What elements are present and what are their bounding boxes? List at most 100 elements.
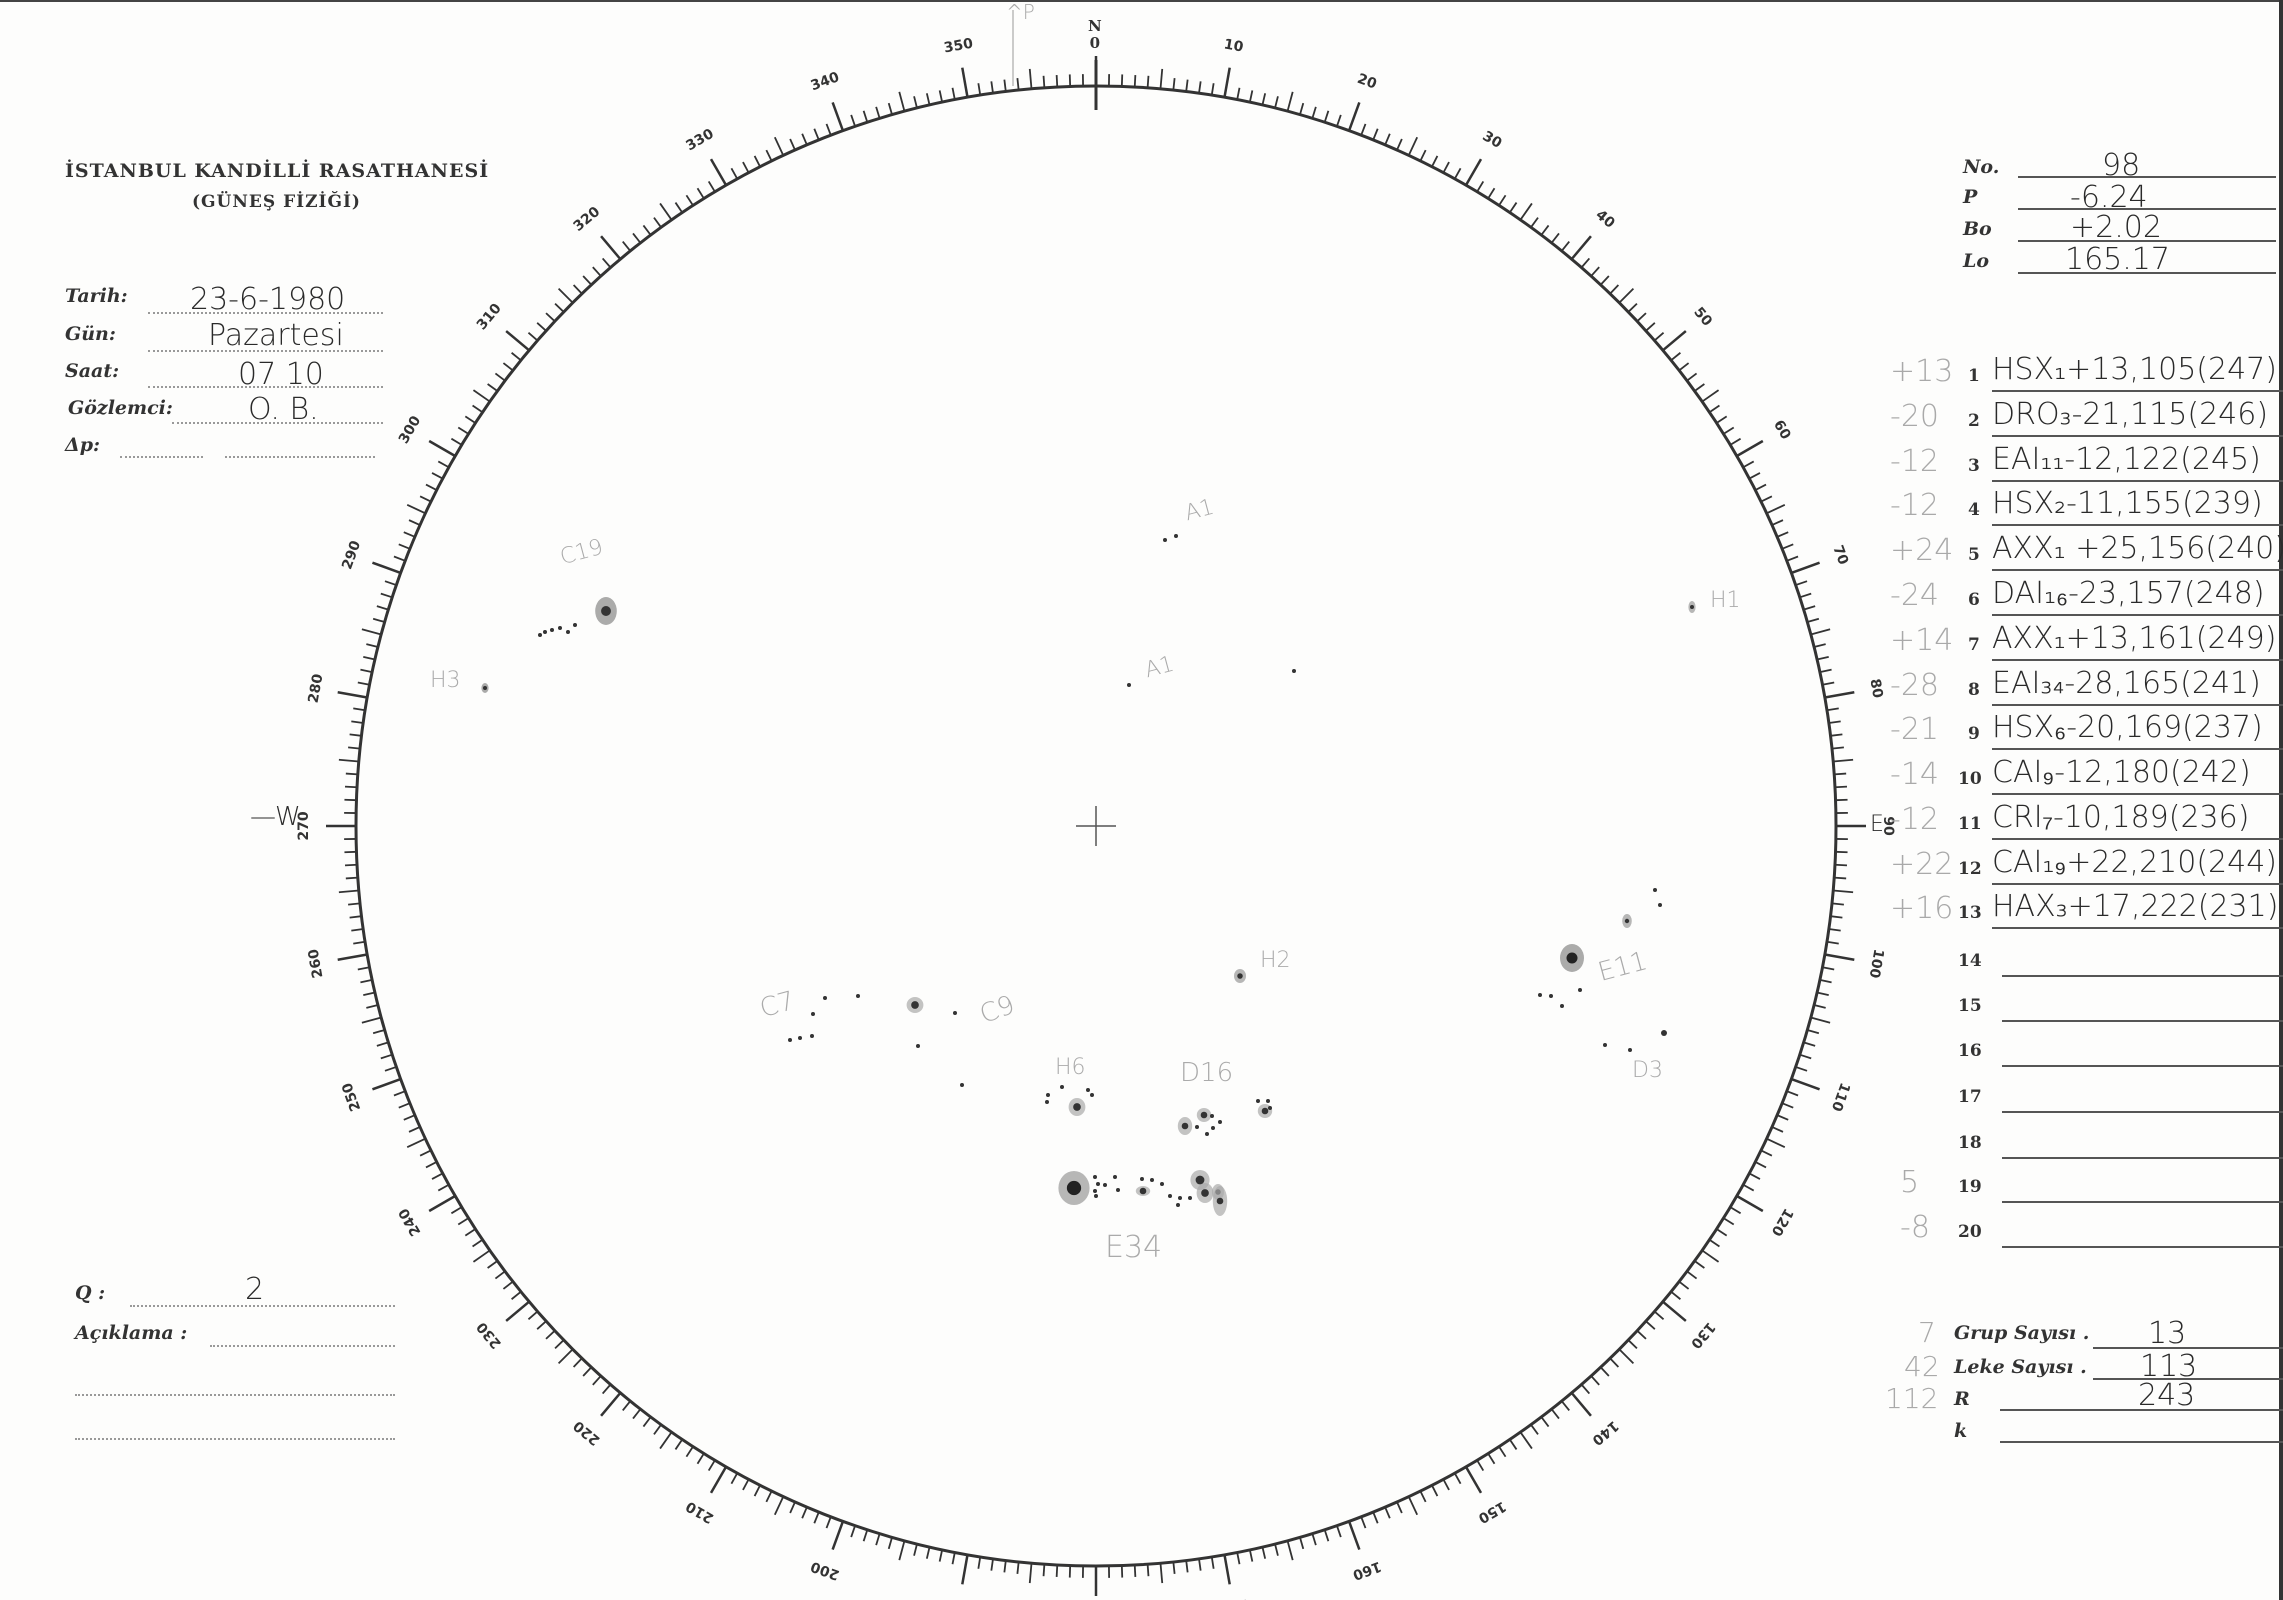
group-entry[interactable]: CAI₁₉+22,210(244) <box>1992 845 2278 880</box>
scale-tick <box>592 266 602 277</box>
r-pencil: 112 <box>1885 1382 1939 1415</box>
scale-tick <box>601 257 612 269</box>
sunspot-pore <box>1160 1182 1164 1186</box>
scale-tick-label: 70 <box>1829 543 1851 567</box>
observer-line <box>172 422 383 424</box>
scale-tick <box>1670 1290 1681 1300</box>
no-label: No. <box>1963 156 2000 178</box>
group-entry[interactable]: AXX₁ +25,156(240) <box>1992 531 2283 566</box>
scale-tick <box>938 90 944 103</box>
sunspot-umbra <box>1195 1175 1205 1185</box>
time-value[interactable]: 07 10 <box>238 357 324 392</box>
scale-tick <box>1133 74 1137 88</box>
scale-tick <box>653 1424 662 1435</box>
scale-tick <box>1028 68 1033 89</box>
sunspot-pore <box>1163 538 1167 542</box>
scale-tick <box>1834 772 1847 776</box>
observer-value[interactable]: O. B. <box>248 392 319 427</box>
lo-value[interactable]: 165.17 <box>2065 242 2170 277</box>
spot-count-value[interactable]: 113 <box>2140 1349 2198 1384</box>
group-entry[interactable]: EAI₃₄-28,165(241) <box>1992 666 2261 701</box>
scale-tick-label: 40 <box>1592 207 1617 232</box>
sunspot-umbra <box>1066 1180 1082 1196</box>
no-value[interactable]: 98 <box>2102 148 2141 183</box>
group-entry[interactable]: CAI₉-12,180(242) <box>1992 755 2251 790</box>
group-entry[interactable]: AXX₁+13,161(249) <box>1992 621 2277 656</box>
scale-tick <box>1372 128 1379 141</box>
scale-tick <box>1771 519 1784 526</box>
scale-tick-label: 50 <box>1690 304 1715 329</box>
sunspot-umbra <box>1216 1197 1224 1205</box>
scale-tick <box>709 158 728 186</box>
group-row-number: 15 <box>1958 996 1982 1016</box>
q-value[interactable]: 2 <box>245 1272 265 1307</box>
scale-tick <box>1834 876 1847 880</box>
scale-tick <box>1686 1270 1698 1280</box>
scale-tick <box>428 439 456 458</box>
delta-p-line-2 <box>225 456 375 458</box>
group-entry[interactable]: HSX₆-20,169(237) <box>1992 710 2263 745</box>
scale-tick <box>360 978 373 984</box>
group-entry[interactable]: HAX₃+17,222(231) <box>1992 889 2279 924</box>
scale-tick <box>1003 1560 1007 1573</box>
scale-tick <box>536 322 547 332</box>
day-label: Gün: <box>65 323 116 345</box>
scale-tick <box>685 1446 694 1458</box>
scale-tick <box>372 561 402 575</box>
group-count-value[interactable]: 13 <box>2148 1316 2187 1351</box>
remarks-line-2[interactable] <box>75 1394 395 1396</box>
scale-tick <box>622 241 632 252</box>
group-entry[interactable]: EAI₁₁-12,122(245) <box>1992 442 2261 477</box>
scale-tick <box>938 1549 944 1562</box>
observer-label: Gözlemci: <box>68 397 173 419</box>
group-row-line <box>1992 748 2283 750</box>
bo-value[interactable]: +2.02 <box>2070 210 2162 245</box>
scale-tick <box>789 138 796 151</box>
scale-tick <box>862 110 869 123</box>
remarks-line-3[interactable] <box>75 1438 395 1440</box>
group-row-number: 13 <box>1958 903 1982 923</box>
scale-tick <box>353 940 366 945</box>
scale-tick <box>1442 1478 1450 1491</box>
scale-tick <box>403 531 416 538</box>
scale-tick <box>366 1004 379 1009</box>
scale-tick-label: 200 <box>808 1558 841 1583</box>
scale-tick <box>1824 953 1855 961</box>
date-value[interactable]: 23-6-1980 <box>190 282 346 317</box>
group-entry[interactable]: HSX₁+13,105(247) <box>1992 352 2277 387</box>
scale-tick <box>659 1431 673 1450</box>
scale-tick <box>1347 1520 1361 1550</box>
scale-tick <box>1336 1525 1342 1538</box>
group-row-number: 16 <box>1958 1041 1982 1061</box>
p-value[interactable]: -6.24 <box>2070 180 2148 215</box>
group-row-number: 5 <box>1968 545 1980 565</box>
scale-tick <box>1795 580 1808 586</box>
sunspot-pore <box>1060 1085 1064 1089</box>
group-entry[interactable]: DAI₁₆-23,157(248) <box>1992 576 2265 611</box>
group-entry[interactable]: CRI₇-10,189(236) <box>1992 800 2250 835</box>
q-line <box>130 1305 395 1307</box>
scale-tick <box>1419 1490 1427 1503</box>
scale-tick <box>1198 81 1202 94</box>
spot-count-label: Leke Sayısı . <box>1954 1356 2087 1378</box>
scale-tick <box>707 1459 716 1472</box>
group-entry[interactable]: HSX₂-11,155(239) <box>1992 486 2263 521</box>
group-entry[interactable]: DRO₃-21,115(246) <box>1992 397 2269 432</box>
scale-tick <box>1286 1540 1294 1561</box>
sunspots <box>481 534 1696 1216</box>
scale-tick <box>1519 1431 1533 1450</box>
scale-tick <box>457 1217 469 1226</box>
scale-tick <box>1754 483 1767 491</box>
scale-tick <box>1816 655 1829 661</box>
scale-tick <box>951 1552 956 1565</box>
scale-tick <box>1754 1161 1767 1169</box>
scale-tick <box>1708 1239 1720 1248</box>
day-value[interactable]: Pazartesi <box>208 318 344 353</box>
scale-tick <box>789 1501 796 1514</box>
scale-tick <box>898 1540 906 1561</box>
remarks-line-1[interactable] <box>210 1345 395 1347</box>
scale-tick <box>773 1496 785 1516</box>
pole-label: ^P <box>1006 0 1035 24</box>
r-value[interactable]: 243 <box>2138 1378 2196 1413</box>
scale-tick <box>1662 330 1687 352</box>
